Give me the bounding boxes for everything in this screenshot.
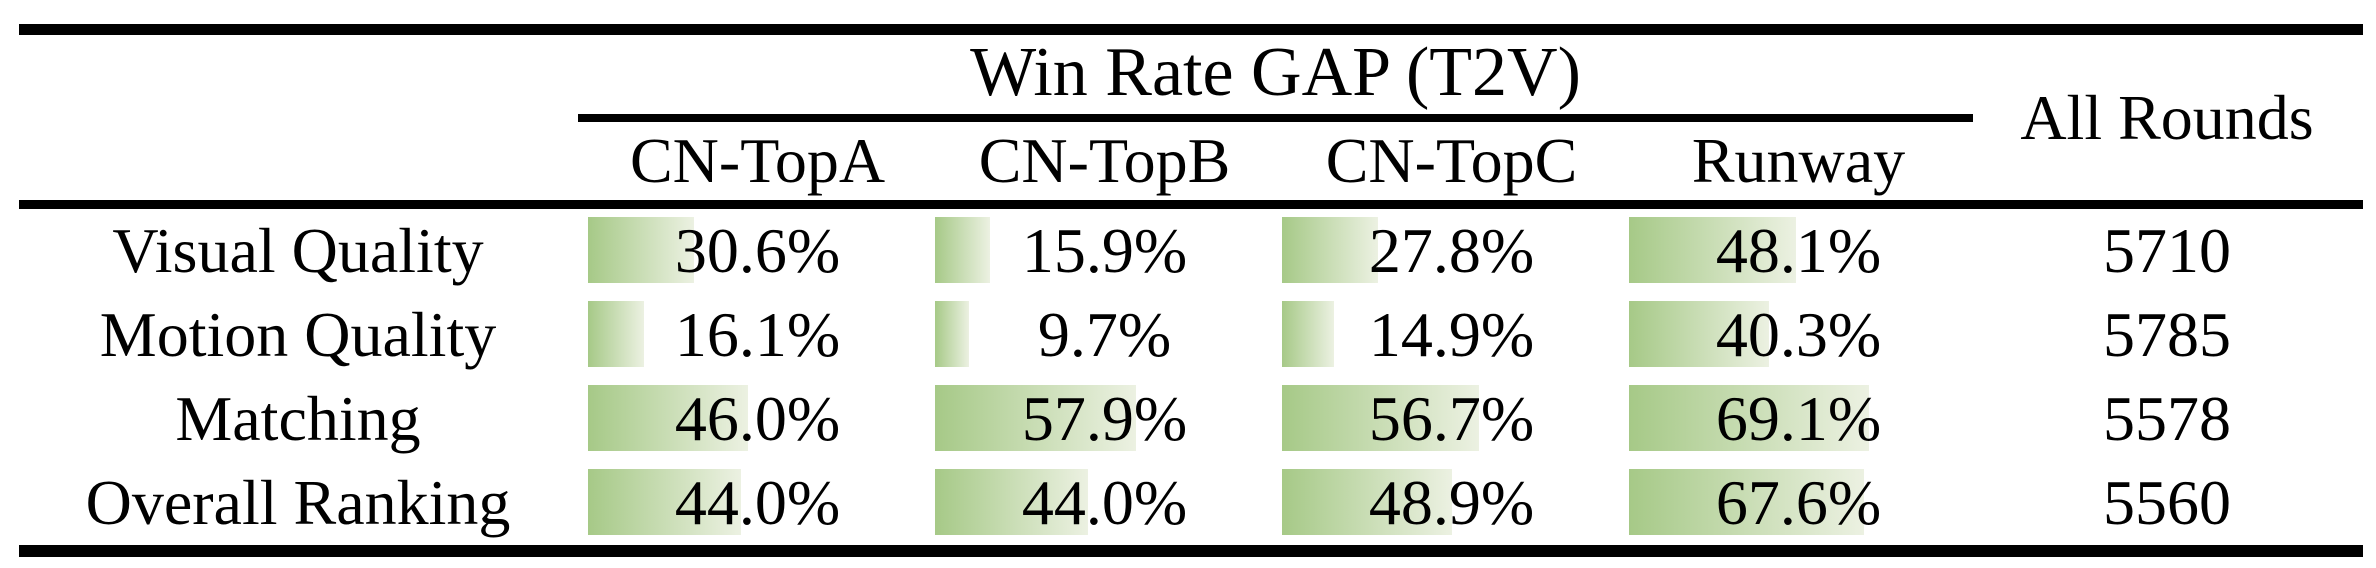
winrate-value: 56.7%: [1368, 383, 1535, 454]
winrate-bar: [1629, 385, 1869, 451]
winrate-value: 48.1%: [1715, 215, 1882, 286]
top-rule: [19, 24, 2363, 35]
winrate-cell: 48.9%: [1278, 461, 1625, 545]
winrate-bar: [935, 385, 1136, 451]
all-rounds-value: 5710: [2103, 215, 2231, 286]
row-label: Overall Ranking: [85, 467, 511, 538]
table-group-header: Win Rate GAP (T2V): [970, 34, 1581, 111]
table-row-overall-ranking: Overall Ranking 44.0% 44.0% 48.9% 67.6% …: [0, 461, 2376, 545]
winrate-value: 69.1%: [1715, 383, 1882, 454]
winrate-value: 48.9%: [1368, 467, 1535, 538]
winrate-cell: 44.0%: [931, 461, 1278, 545]
winrate-cell: 69.1%: [1625, 377, 1972, 461]
table-body: Visual Quality 30.6% 15.9% 27.8% 48.1% 5…: [0, 209, 2376, 545]
column-header-cn-topc: CN-TopC: [1325, 125, 1578, 196]
winrate-bar: [1629, 469, 1864, 535]
winrate-bar: [1282, 217, 1379, 283]
table-row-motion-quality: Motion Quality 16.1% 9.7% 14.9% 40.3% 57…: [0, 293, 2376, 377]
winrate-value: 14.9%: [1368, 299, 1535, 370]
winrate-value: 27.8%: [1368, 215, 1535, 286]
winrate-cell: 46.0%: [584, 377, 931, 461]
all-rounds-value: 5560: [2103, 467, 2231, 538]
winrate-bar: [588, 217, 695, 283]
winrate-value: 16.1%: [674, 299, 841, 370]
winrate-bar: [1282, 469, 1452, 535]
winrate-cell: 48.1%: [1625, 209, 1972, 293]
bottom-rule: [19, 545, 2363, 557]
winrate-bar: [935, 301, 969, 367]
winrate-bar: [935, 217, 991, 283]
winrate-bar: [1629, 217, 1796, 283]
winrate-value: 44.0%: [1021, 467, 1188, 538]
row-label: Motion Quality: [99, 299, 497, 370]
winrate-bar: [588, 301, 644, 367]
column-header-all-rounds: All Rounds: [2020, 81, 2314, 153]
winrate-value: 9.7%: [1037, 299, 1172, 370]
winrate-bar: [1282, 385, 1479, 451]
all-rounds-value: 5578: [2103, 383, 2231, 454]
row-label: Visual Quality: [112, 215, 484, 286]
table-row-matching: Matching 46.0% 57.9% 56.7% 69.1% 5578: [0, 377, 2376, 461]
winrate-value: 67.6%: [1715, 467, 1882, 538]
winrate-cell: 56.7%: [1278, 377, 1625, 461]
winrate-cell: 67.6%: [1625, 461, 1972, 545]
winrate-cell: 30.6%: [584, 209, 931, 293]
winrate-cell: 40.3%: [1625, 293, 1972, 377]
winrate-value: 57.9%: [1021, 383, 1188, 454]
winrate-value: 40.3%: [1715, 299, 1882, 370]
winrate-cell: 15.9%: [931, 209, 1278, 293]
winrate-cell: 57.9%: [931, 377, 1278, 461]
winrate-cell: 27.8%: [1278, 209, 1625, 293]
winrate-value: 44.0%: [674, 467, 841, 538]
row-label: Matching: [175, 383, 421, 454]
winrate-cell: 16.1%: [584, 293, 931, 377]
header-rule: [19, 200, 2363, 209]
winrate-value: 15.9%: [1021, 215, 1188, 286]
column-header-cn-topb: CN-TopB: [978, 125, 1231, 196]
table-row-visual-quality: Visual Quality 30.6% 15.9% 27.8% 48.1% 5…: [0, 209, 2376, 293]
all-rounds-value: 5785: [2103, 299, 2231, 370]
winrate-cell: 9.7%: [931, 293, 1278, 377]
winrate-cell: 14.9%: [1278, 293, 1625, 377]
group-header-underline: [578, 114, 1973, 122]
winrate-bar: [935, 469, 1088, 535]
winrate-cell: 44.0%: [584, 461, 931, 545]
winrate-value: 46.0%: [674, 383, 841, 454]
column-header-cn-topa: CN-TopA: [629, 125, 886, 196]
winrate-bar: [1282, 301, 1334, 367]
column-header-runway: Runway: [1691, 125, 1906, 196]
winrate-bar: [1629, 301, 1769, 367]
winrate-bar: [588, 385, 748, 451]
winrate-value: 30.6%: [674, 215, 841, 286]
winrate-bar: [588, 469, 741, 535]
